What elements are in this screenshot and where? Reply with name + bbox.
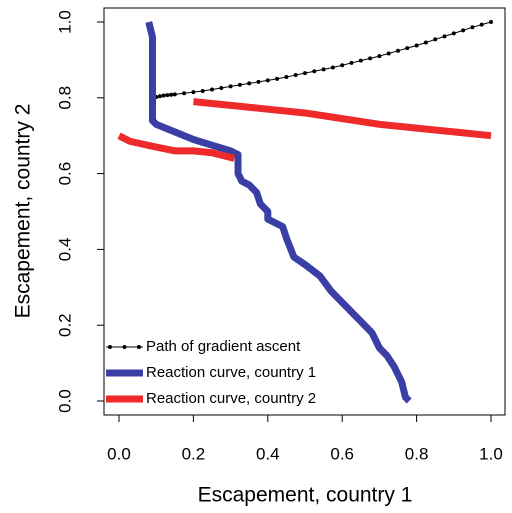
x-tick-label: 0.0 bbox=[107, 444, 131, 463]
series-point bbox=[165, 93, 170, 98]
series-point bbox=[433, 37, 438, 42]
x-axis-title: Escapement, country 1 bbox=[198, 484, 413, 507]
legend-label: Reaction curve, country 2 bbox=[146, 390, 316, 407]
series-point bbox=[414, 43, 419, 48]
x-tick-label: 0.8 bbox=[405, 444, 429, 463]
series-point bbox=[182, 91, 187, 96]
series-point bbox=[172, 92, 177, 97]
series-point bbox=[368, 56, 373, 61]
series-point bbox=[284, 74, 289, 79]
y-tick-label: 0.8 bbox=[55, 86, 74, 110]
series-point bbox=[237, 82, 242, 87]
legend-marker bbox=[137, 345, 141, 349]
series-point bbox=[265, 78, 270, 83]
legend-label: Path of gradient ascent bbox=[146, 338, 301, 355]
series-point bbox=[275, 76, 280, 81]
series-point bbox=[191, 90, 196, 95]
y-tick-label: 1.0 bbox=[55, 10, 74, 34]
y-tick-label: 0.4 bbox=[55, 238, 74, 262]
series-point bbox=[228, 84, 233, 89]
y-tick-label: 0.0 bbox=[55, 389, 74, 413]
series-line bbox=[145, 21, 412, 404]
legend-marker bbox=[122, 345, 127, 349]
series-point bbox=[169, 92, 174, 97]
series-point bbox=[470, 25, 475, 30]
series-point bbox=[303, 71, 307, 76]
legend-marker bbox=[108, 345, 112, 349]
y-tick-label: 0.2 bbox=[55, 313, 74, 337]
series-point bbox=[330, 65, 335, 70]
series-point bbox=[451, 31, 456, 36]
series-point bbox=[210, 87, 214, 92]
series-point bbox=[405, 46, 410, 51]
y-axis-title: Escapement, country 2 bbox=[12, 104, 35, 319]
series-point bbox=[340, 63, 345, 68]
series-point bbox=[157, 94, 162, 99]
series-point bbox=[349, 60, 354, 65]
x-tick-label: 1.0 bbox=[479, 444, 503, 463]
series-point bbox=[293, 73, 298, 78]
series-point bbox=[321, 67, 326, 72]
series-point bbox=[358, 58, 363, 63]
series-point bbox=[489, 20, 493, 24]
x-tick-label: 0.6 bbox=[330, 444, 354, 463]
x-tick-label: 0.2 bbox=[182, 444, 206, 463]
series-point bbox=[461, 28, 466, 33]
x-tick-label: 0.4 bbox=[256, 444, 280, 463]
series-point bbox=[386, 51, 391, 56]
series-point bbox=[377, 54, 382, 59]
series-point bbox=[312, 69, 317, 74]
series-point bbox=[200, 88, 205, 93]
series-point bbox=[161, 93, 166, 98]
series-point bbox=[396, 48, 400, 53]
series-point bbox=[247, 81, 252, 86]
series-point bbox=[219, 85, 224, 90]
series-point bbox=[423, 40, 428, 45]
series-line bbox=[117, 98, 492, 162]
series-point bbox=[479, 22, 484, 27]
series-point bbox=[442, 34, 447, 39]
series-point bbox=[256, 79, 261, 84]
legend-label: Reaction curve, country 1 bbox=[146, 364, 316, 381]
y-tick-label: 0.6 bbox=[55, 162, 74, 186]
